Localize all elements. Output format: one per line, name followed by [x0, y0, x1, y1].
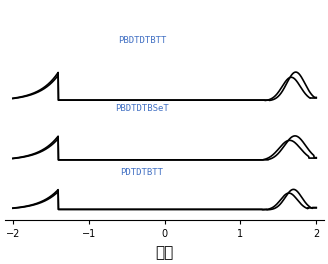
X-axis label: 电压: 电压 — [155, 245, 174, 260]
Text: PDTDTBTT: PDTDTBTT — [120, 168, 163, 177]
Text: PBDTDTBTT: PBDTDTBTT — [118, 36, 166, 45]
Text: PBDTDTBSeT: PBDTDTBSeT — [115, 104, 169, 113]
